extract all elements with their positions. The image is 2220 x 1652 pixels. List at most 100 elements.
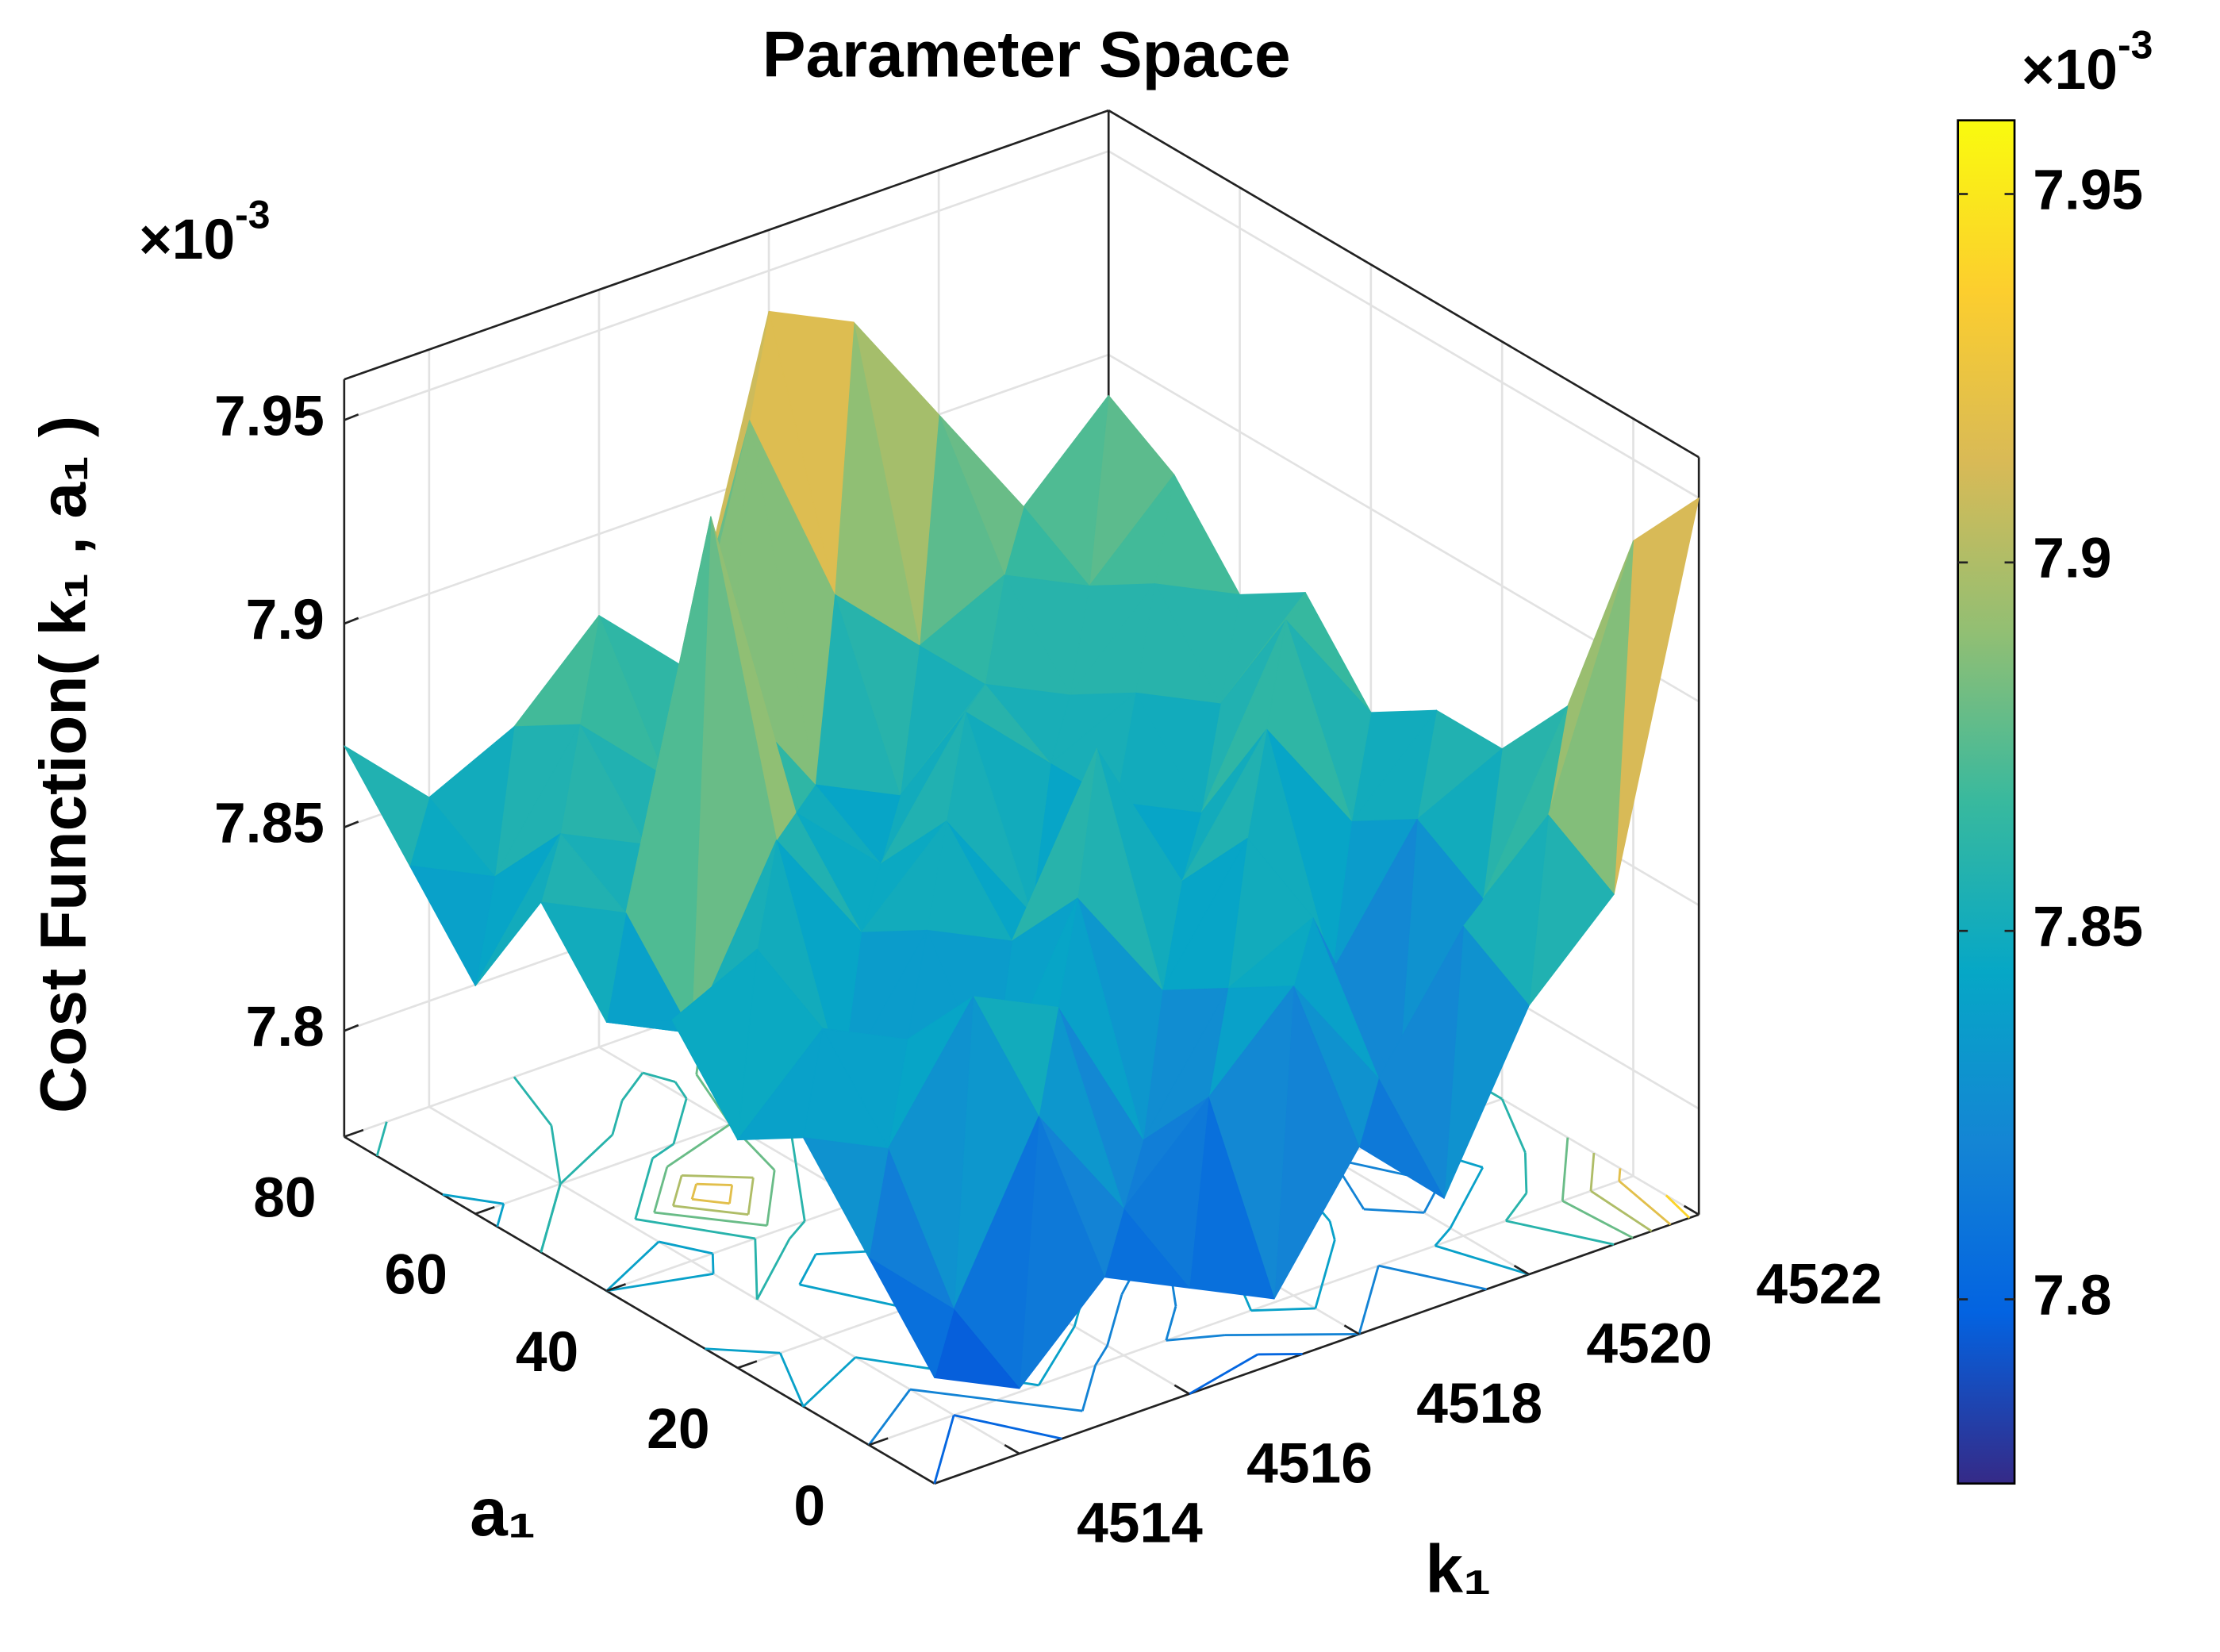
x-tick-label: 4518 — [1416, 1372, 1542, 1435]
surface-face — [344, 745, 430, 866]
contour-line — [766, 1170, 776, 1226]
z-axis-label: Cost Function( k₁ , a₁ ) — [28, 416, 100, 1113]
contour-line — [705, 1347, 781, 1354]
contour-line — [1166, 1334, 1226, 1342]
contour-line — [1094, 1345, 1108, 1366]
contour-line — [1224, 1332, 1360, 1337]
axis-box-edge — [344, 1135, 935, 1485]
contour-line — [620, 1072, 644, 1101]
contour-line — [654, 1211, 767, 1227]
contour-line — [1328, 1220, 1336, 1241]
axis-box-edge — [934, 1213, 1700, 1485]
contour-line — [802, 1356, 857, 1408]
contour-line — [794, 1162, 806, 1222]
contour-line — [682, 1174, 754, 1179]
colorbar-exponent-base: ×10 — [2022, 38, 2118, 102]
contour-line — [1618, 1180, 1672, 1226]
contour-line — [606, 1272, 714, 1293]
x-tick — [1004, 1443, 1020, 1455]
y-tick-label: 20 — [647, 1397, 709, 1461]
contour-line — [673, 1204, 749, 1216]
contour-line — [754, 1238, 759, 1300]
y-tick-label: 40 — [516, 1320, 578, 1384]
contour-line — [1435, 1244, 1530, 1276]
contour-line — [779, 1352, 805, 1408]
contour-line — [1561, 1200, 1634, 1239]
y-tick — [474, 1205, 495, 1215]
contour-line — [696, 1182, 732, 1186]
y-tick — [344, 1128, 364, 1138]
contour-line — [1618, 1168, 1622, 1181]
z-tick — [344, 1024, 359, 1032]
y-tick-label: 60 — [385, 1243, 447, 1307]
contour-line — [867, 1389, 912, 1446]
contour-line — [798, 1254, 817, 1285]
contour-line — [605, 1240, 660, 1292]
contour-line — [442, 1193, 505, 1205]
contour-line — [1081, 1365, 1097, 1412]
colorbar — [1957, 119, 2016, 1485]
contour-line — [855, 1356, 917, 1368]
contour-line — [1590, 1189, 1653, 1232]
contour-line — [1320, 1239, 1336, 1286]
contour-line — [1523, 1152, 1528, 1193]
contour-line — [674, 1081, 688, 1100]
z-exponent-base: ×10 — [139, 208, 235, 271]
z-tick — [344, 617, 359, 625]
colorbar-tick-label: 7.95 — [2033, 158, 2143, 221]
contour-line — [1449, 1166, 1484, 1229]
contour-line — [666, 1123, 732, 1168]
contour-line — [996, 1399, 1083, 1412]
contour-line — [653, 1166, 669, 1213]
surface-face — [671, 948, 758, 1141]
contour-line — [1363, 1208, 1424, 1214]
contour-line — [611, 1100, 624, 1135]
z-tick-label: 7.9 — [246, 588, 325, 651]
contour-line — [755, 1238, 791, 1300]
contour-line — [540, 1183, 562, 1253]
y-axis-label: a₁ — [470, 1474, 536, 1550]
y-tick — [868, 1437, 889, 1446]
contour-line — [1165, 1305, 1177, 1341]
x-tick — [1683, 1204, 1700, 1216]
contour-line — [691, 1197, 730, 1205]
z-tick-label: 7.85 — [214, 791, 325, 855]
z-exponent: ×10-3 — [139, 193, 270, 271]
contour-line — [1120, 1278, 1131, 1295]
chart-title: Parameter Space — [762, 19, 1291, 91]
contour-line — [1504, 1192, 1528, 1222]
contour-line — [1250, 1307, 1315, 1312]
grid-line — [344, 149, 1700, 499]
colorbar-tick-label: 7.9 — [2033, 527, 2111, 590]
contour-line — [953, 1414, 1062, 1440]
contour-line — [1037, 1325, 1076, 1386]
contour-line — [559, 1134, 613, 1185]
z-tick — [344, 820, 359, 828]
surface-face — [737, 1028, 824, 1141]
x-tick — [1173, 1384, 1190, 1395]
surface-face — [474, 833, 561, 986]
z-tick-label: 7.95 — [214, 384, 325, 448]
contour-line — [789, 1220, 806, 1240]
contour-line — [635, 1218, 756, 1240]
colorbar-tick-label: 7.8 — [2033, 1263, 2111, 1327]
contour-line — [1505, 1220, 1615, 1246]
contour-line — [1561, 1137, 1569, 1201]
contour-line — [933, 1415, 955, 1485]
contour-line — [690, 1183, 697, 1200]
x-axis-label: k₁ — [1425, 1531, 1491, 1608]
x-tick-label: 4520 — [1586, 1312, 1712, 1376]
contour-line — [711, 1253, 715, 1274]
contour-line — [513, 1076, 553, 1127]
colorbar-exponent-power: -3 — [2118, 23, 2153, 67]
x-tick — [1513, 1264, 1530, 1276]
colorbar-exponent: ×10-3 — [2022, 23, 2153, 102]
contour-line — [909, 1388, 997, 1402]
contour-line — [496, 1203, 505, 1227]
contour-line — [1589, 1152, 1596, 1192]
contour-line — [375, 1121, 388, 1157]
colorbar-tick-label: 7.85 — [2033, 895, 2143, 959]
z-tick — [344, 413, 359, 421]
y-tick — [737, 1360, 758, 1370]
contour-line — [672, 1097, 688, 1145]
